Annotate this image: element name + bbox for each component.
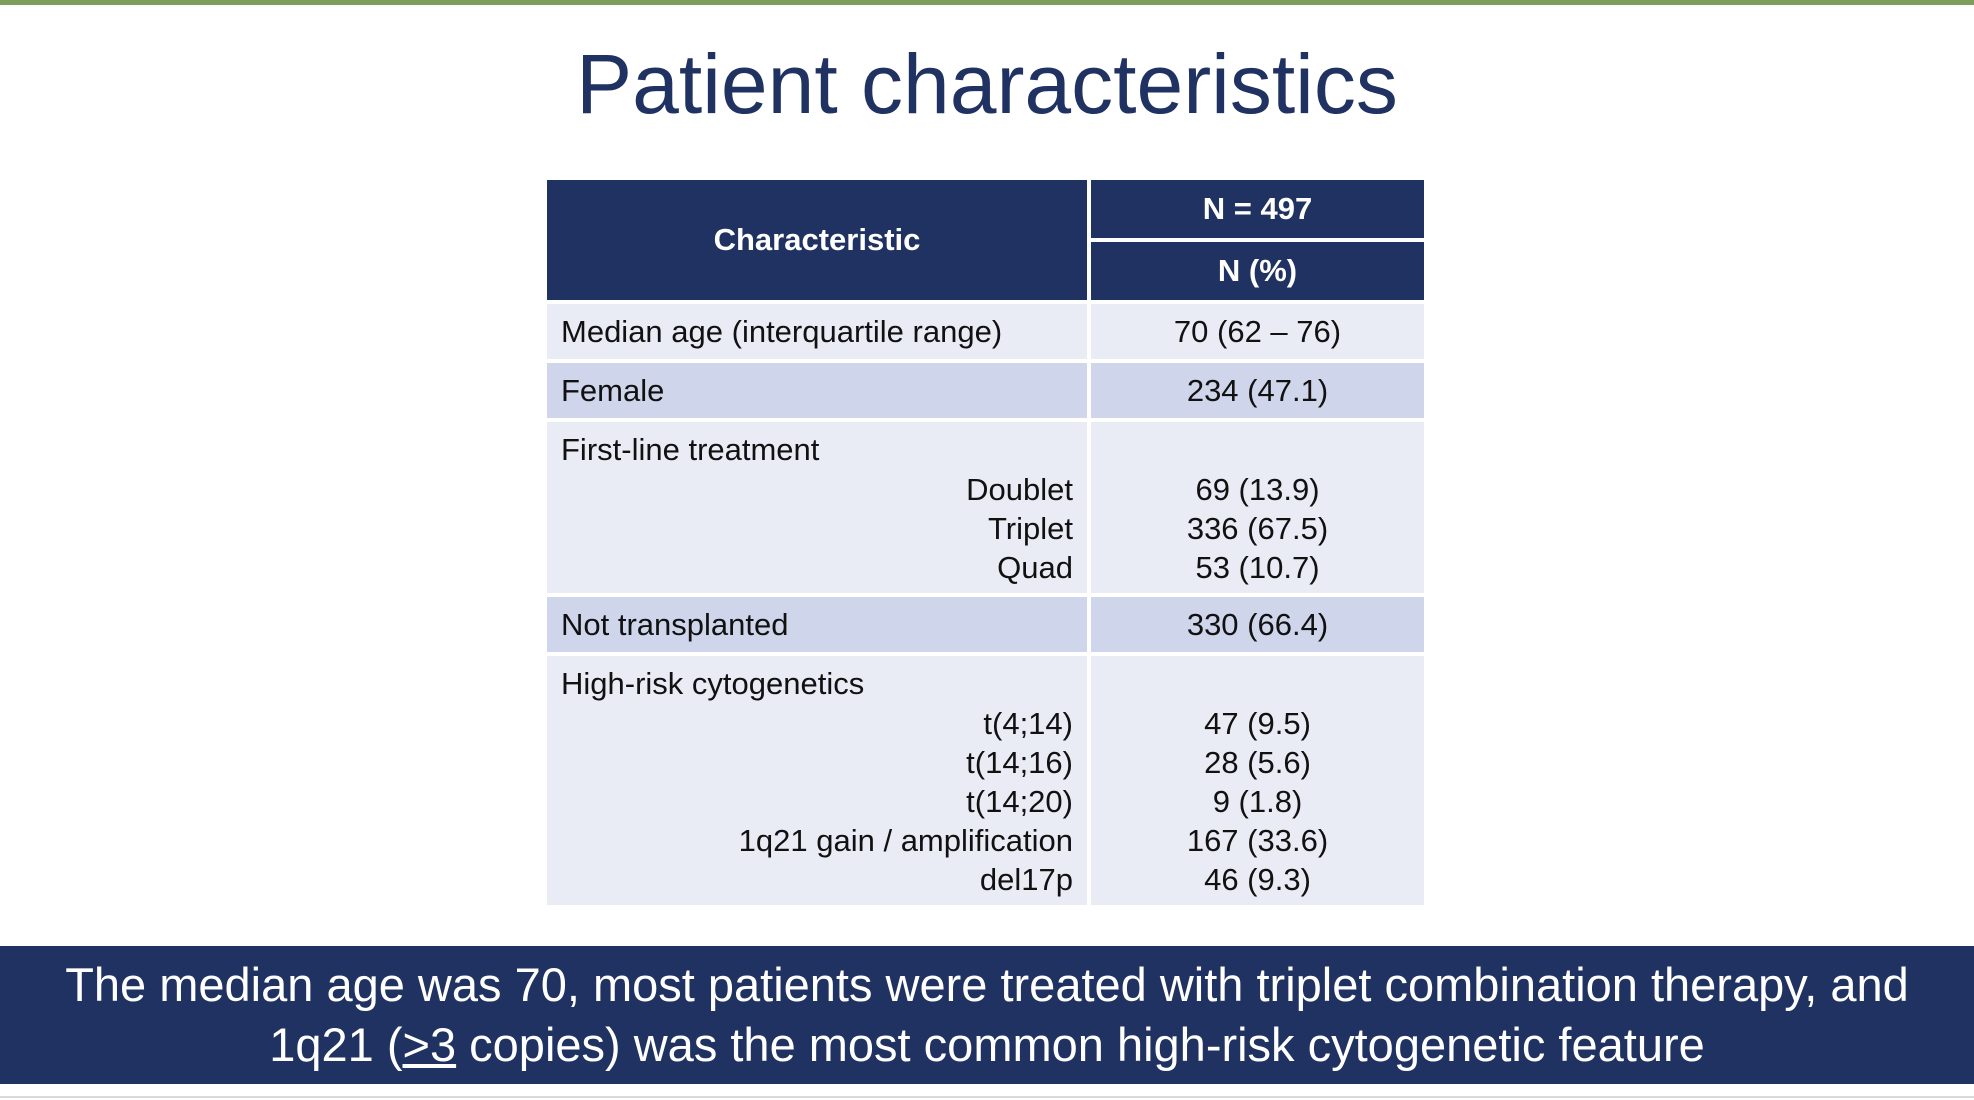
table-row-high-risk-cytogenetics: High-risk cytogenetics t(4;14) t(14;16) … (547, 652, 1424, 905)
sub-label: 1q21 gain / amplification (738, 823, 1073, 858)
sub-label: t(14;20) (966, 784, 1073, 819)
sub-value: 28 (5.6) (1204, 745, 1311, 780)
group-label: First-line treatment (561, 432, 820, 467)
summary-line-2-post: copies) was the most common high-risk cy… (456, 1018, 1705, 1071)
header-n-total: N = 497 (1089, 180, 1424, 242)
row-value: 330 (66.4) (1089, 593, 1424, 654)
summary-underlined-copies: >3 (402, 1018, 457, 1071)
bottom-rule (0, 1096, 1974, 1098)
summary-line-2-pre: 1q21 ( (269, 1018, 403, 1071)
sub-value: 9 (1.8) (1212, 784, 1303, 819)
sub-label: Triplet (988, 511, 1073, 546)
sub-label: del17p (979, 862, 1073, 897)
slide-title: Patient characteristics (576, 37, 1398, 131)
sub-value: 53 (10.7) (1195, 550, 1320, 585)
row-value: 234 (47.1) (1089, 359, 1424, 420)
sub-label: Quad (997, 550, 1073, 585)
patient-characteristics-table: Characteristic N = 497 N (%) Median age … (547, 180, 1424, 905)
row-label: Median age (interquartile range) (547, 300, 1091, 361)
row-label: Female (547, 359, 1091, 420)
sub-label: t(14;16) (966, 745, 1073, 780)
sub-value: 46 (9.3) (1204, 862, 1311, 897)
header-characteristic: Characteristic (547, 180, 1091, 302)
sub-value: 47 (9.5) (1204, 706, 1311, 741)
sub-label: Doublet (966, 472, 1073, 507)
sub-value: 69 (13.9) (1195, 472, 1320, 507)
row-label: Not transplanted (547, 593, 1091, 654)
summary-line-1: The median age was 70, most patients wer… (65, 958, 1909, 1011)
table-row-first-line-treatment: First-line treatment Doublet Triplet Qua… (547, 418, 1424, 595)
table-row-female: Female 234 (47.1) (547, 359, 1424, 420)
sub-value: 336 (67.5) (1186, 511, 1329, 546)
table-row-not-transplanted: Not transplanted 330 (66.4) (547, 593, 1424, 654)
group-label: High-risk cytogenetics (561, 666, 865, 701)
row-value: 70 (62 – 76) (1089, 300, 1424, 361)
table-row-median-age: Median age (interquartile range) 70 (62 … (547, 300, 1424, 361)
summary-banner: The median age was 70, most patients wer… (0, 946, 1974, 1084)
summary-line-2: 1q21 (>3 copies) was the most common hig… (0, 1015, 1974, 1075)
top-accent-rule (0, 0, 1974, 5)
header-n-pct: N (%) (1089, 239, 1424, 302)
sub-value: 167 (33.6) (1186, 823, 1329, 858)
sub-label: t(4;14) (983, 706, 1073, 741)
